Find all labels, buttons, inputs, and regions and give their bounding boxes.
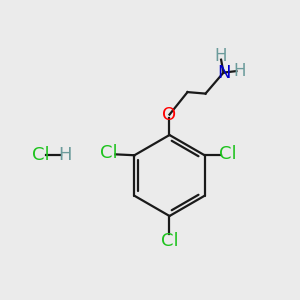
Text: Cl: Cl: [32, 146, 49, 164]
Text: H: H: [58, 146, 71, 164]
Text: N: N: [217, 64, 230, 82]
Text: H: H: [215, 47, 227, 65]
Text: Cl: Cl: [219, 145, 237, 163]
Text: H: H: [234, 62, 246, 80]
Text: Cl: Cl: [100, 144, 118, 162]
Text: O: O: [162, 106, 177, 124]
Text: Cl: Cl: [161, 232, 178, 250]
